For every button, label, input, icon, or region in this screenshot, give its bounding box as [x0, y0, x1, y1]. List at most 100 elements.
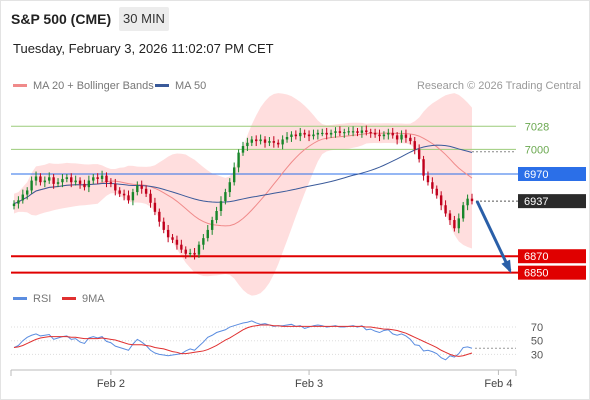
candle-body — [444, 205, 447, 214]
candle-body — [439, 195, 443, 206]
interval-badge[interactable]: 30 MIN — [119, 7, 169, 31]
candle-body — [382, 134, 386, 137]
candle-body — [158, 211, 161, 222]
candle-body — [299, 132, 302, 137]
candle-body — [61, 178, 64, 183]
candle-body — [166, 229, 170, 238]
candle-body — [356, 131, 359, 133]
candle-body — [409, 137, 412, 142]
candle-body — [210, 220, 214, 230]
candle-body — [281, 139, 284, 145]
candle-body — [26, 190, 29, 195]
candle-body — [118, 190, 121, 194]
candle-body — [65, 177, 69, 179]
candle-body — [39, 176, 42, 183]
candle-body — [373, 132, 377, 135]
datetime-label: Tuesday, February 3, 2026 11:02:07 PM CE… — [13, 41, 274, 56]
candle-body — [114, 183, 117, 191]
candle-body — [21, 194, 25, 201]
candle-body — [250, 139, 254, 143]
candle-body — [259, 139, 262, 142]
candle-body — [285, 137, 289, 140]
candle-body — [96, 177, 99, 179]
candle-body — [149, 193, 152, 203]
candle-body — [343, 132, 346, 134]
legend-ma20-label: MA 20 + Bollinger Bands — [33, 80, 154, 92]
candle-body — [197, 244, 201, 255]
level-label-6937: 6937 — [524, 196, 548, 208]
legend-9ma-label: 9MA — [82, 293, 105, 305]
candle-body — [232, 167, 236, 183]
candle-body — [404, 134, 408, 138]
candle-body — [334, 131, 337, 133]
ma50-swatch — [155, 83, 169, 87]
candle-body — [435, 188, 438, 196]
rsi-tick-50: 50 — [531, 336, 543, 348]
candle-body — [202, 238, 205, 245]
candle-body — [237, 152, 240, 168]
level-label-7028: 7028 — [525, 121, 549, 133]
candle-body — [347, 131, 350, 133]
candle-body — [338, 131, 342, 133]
candle-body — [325, 132, 328, 135]
candle-body — [83, 183, 86, 188]
rsi-ma-line — [13, 324, 473, 357]
candle-body — [277, 142, 280, 145]
last-price-tag — [518, 194, 586, 209]
candle-body — [316, 132, 320, 135]
legend-ma50: MA 50 — [155, 80, 206, 92]
candle-body — [153, 202, 157, 212]
candle-body — [48, 177, 51, 181]
candle-body — [400, 134, 403, 140]
candle-body — [457, 218, 460, 229]
instrument-title: S&P 500 (CME) — [11, 11, 112, 27]
level-label-7000: 7000 — [525, 144, 549, 156]
support-tag-6850 — [518, 265, 586, 280]
candle-body — [329, 132, 333, 135]
candle-body — [272, 141, 276, 143]
candle-body — [453, 220, 456, 229]
x-tick-label: Feb 2 — [97, 378, 125, 390]
rsi-line — [13, 320, 473, 361]
candle-body — [241, 146, 245, 153]
candle-body — [422, 159, 425, 176]
legend-ma20: MA 20 + Bollinger Bands — [13, 80, 154, 92]
candle-body — [109, 182, 113, 184]
candle-body — [56, 182, 60, 184]
candle-body — [321, 132, 324, 135]
candle-body — [255, 139, 258, 142]
candle-body — [294, 134, 298, 137]
candle-body — [162, 221, 165, 230]
candle-body — [360, 130, 364, 133]
candle-body — [378, 134, 381, 137]
candle-body — [461, 205, 465, 219]
candle-body — [365, 130, 368, 133]
candle-body — [426, 175, 430, 183]
candle-body — [290, 134, 293, 137]
candle-body — [70, 177, 73, 183]
candle-body — [122, 193, 126, 196]
candle-body — [30, 180, 33, 191]
candle-body — [144, 188, 148, 194]
forecast-arrow-head — [501, 259, 512, 274]
candle-body — [351, 131, 355, 133]
rsi-swatch — [13, 296, 27, 300]
research-credit: Research © 2026 Trading Central — [416, 80, 581, 92]
x-tick-label: Feb 4 — [484, 378, 512, 390]
candle-body — [387, 132, 390, 135]
candle-body — [43, 180, 47, 183]
pivot-tag-6970 — [518, 167, 586, 181]
level-label-6850: 6850 — [524, 268, 548, 280]
candle-body — [12, 203, 16, 207]
candle-body — [268, 141, 271, 143]
rsi-tick-70: 70 — [531, 322, 543, 334]
candle-body — [87, 180, 91, 188]
candle-body — [140, 185, 143, 189]
candle-body — [127, 195, 130, 201]
x-tick-label: Feb 3 — [295, 378, 323, 390]
candle-body — [188, 252, 192, 255]
candle-body — [228, 182, 231, 193]
candle-body — [131, 192, 135, 201]
candle-body — [391, 132, 394, 136]
candle-body — [224, 192, 227, 202]
